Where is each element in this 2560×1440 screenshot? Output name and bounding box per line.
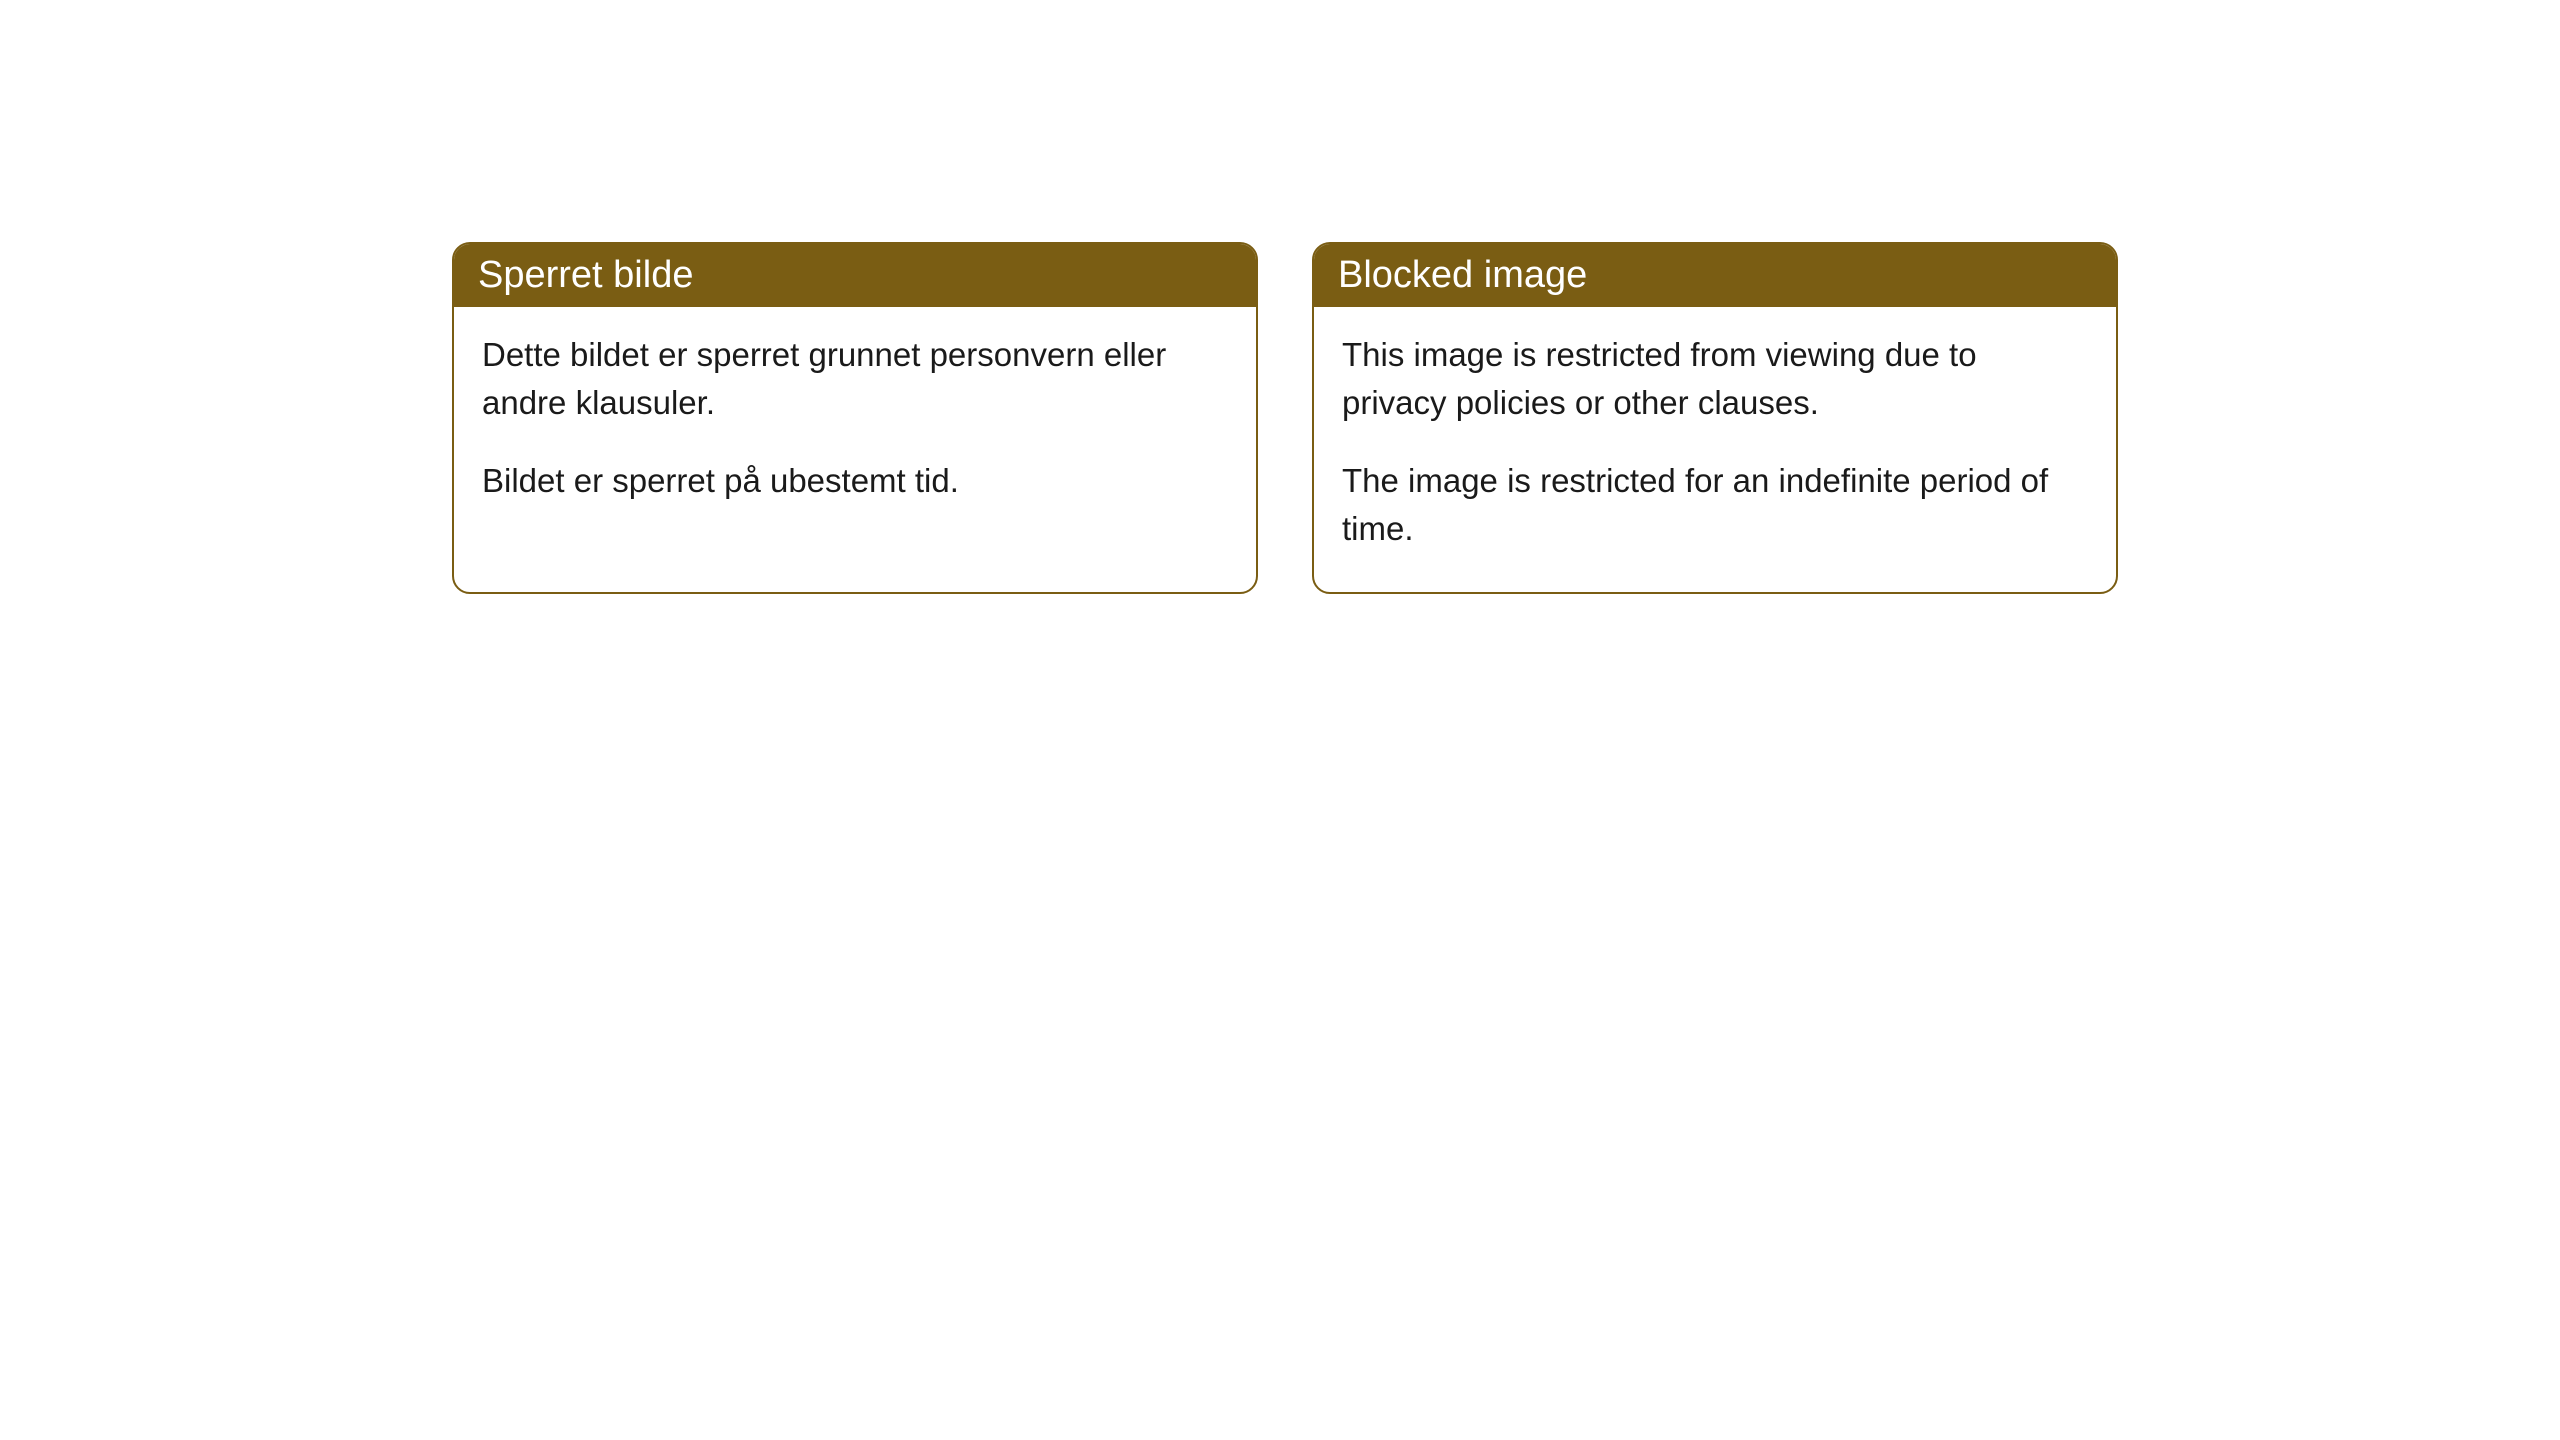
- notice-cards-container: Sperret bilde Dette bildet er sperret gr…: [0, 0, 2560, 594]
- card-body: Dette bildet er sperret grunnet personve…: [454, 307, 1256, 545]
- card-title: Sperret bilde: [478, 254, 693, 296]
- card-paragraph: The image is restricted for an indefinit…: [1342, 457, 2088, 553]
- blocked-image-card-english: Blocked image This image is restricted f…: [1312, 242, 2118, 594]
- card-title: Blocked image: [1338, 254, 1587, 296]
- card-paragraph: Dette bildet er sperret grunnet personve…: [482, 331, 1228, 427]
- card-body: This image is restricted from viewing du…: [1314, 307, 2116, 592]
- blocked-image-card-norwegian: Sperret bilde Dette bildet er sperret gr…: [452, 242, 1258, 594]
- card-header: Sperret bilde: [454, 244, 1256, 307]
- card-paragraph: This image is restricted from viewing du…: [1342, 331, 2088, 427]
- card-header: Blocked image: [1314, 244, 2116, 307]
- card-paragraph: Bildet er sperret på ubestemt tid.: [482, 457, 1228, 505]
